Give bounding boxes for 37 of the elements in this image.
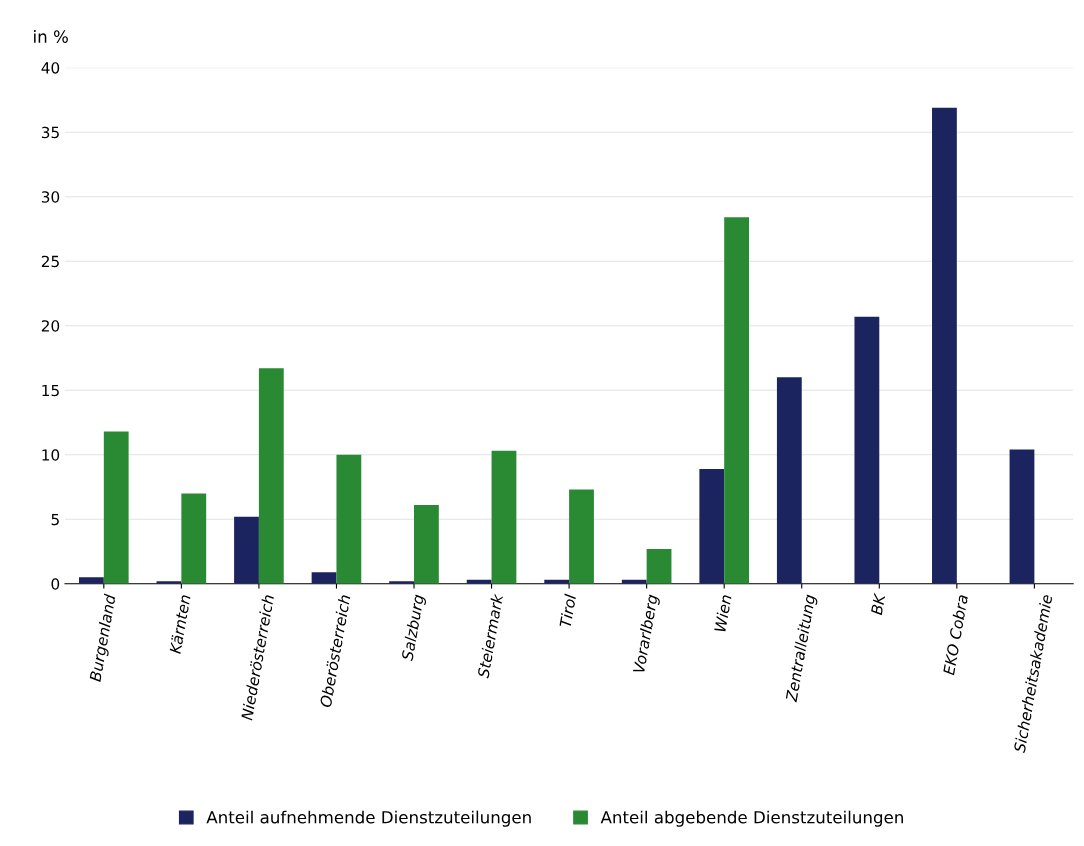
y-tick-label: 40 xyxy=(41,62,60,74)
y-tick-label: 25 xyxy=(41,255,59,268)
bar xyxy=(336,454,362,584)
y-tick-label: 30 xyxy=(41,191,60,203)
bar xyxy=(854,316,880,584)
bar xyxy=(776,377,802,584)
bar xyxy=(234,516,259,584)
bar xyxy=(491,450,517,584)
y-tick-label: 35 xyxy=(41,126,59,139)
bar xyxy=(79,577,104,584)
bar xyxy=(569,489,594,584)
bar xyxy=(699,468,725,584)
legend-label: Anteil aufnehmende Dienstzuteilungen xyxy=(206,810,531,827)
x-tick-label: Steiermark xyxy=(476,592,504,679)
bar xyxy=(103,431,129,584)
x-tick-label: Salzburg xyxy=(400,594,427,662)
bar xyxy=(181,493,207,584)
x-tick-label: Burgenland xyxy=(88,593,119,683)
bar xyxy=(724,217,750,584)
y-tick-label: 5 xyxy=(51,513,59,526)
y-axis-title: in % xyxy=(34,30,68,43)
bar xyxy=(258,368,284,584)
x-tick-label: Kärnten xyxy=(168,594,191,655)
bar xyxy=(646,548,672,584)
bar xyxy=(1009,449,1035,584)
x-tick-label: EKO Cobra xyxy=(942,594,969,676)
x-tick-label: Wien xyxy=(713,594,732,632)
y-tick-label: 15 xyxy=(42,384,59,397)
bar xyxy=(311,572,337,584)
bar xyxy=(414,505,439,584)
y-tick-label: 20 xyxy=(41,320,60,332)
bar xyxy=(932,107,957,584)
y-tick-label: 10 xyxy=(42,449,60,461)
x-tick-label: Tirol xyxy=(559,593,577,628)
legend-label: Anteil abgebende Dienstzuteilungen xyxy=(600,810,903,827)
x-tick-label: BK xyxy=(870,592,886,616)
y-tick-label: 0 xyxy=(51,578,60,590)
